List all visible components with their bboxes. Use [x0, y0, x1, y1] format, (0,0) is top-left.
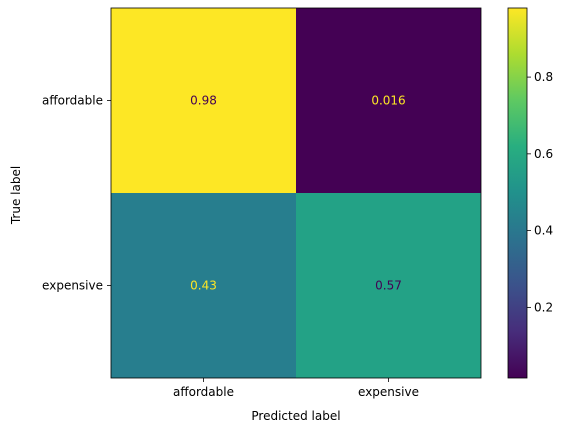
x-axis-title: Predicted label [251, 409, 340, 423]
colorbar-tick-label: 0.4 [534, 224, 553, 238]
y-axis-title: True label [9, 166, 23, 225]
cell-value-label: 0.016 [371, 94, 405, 108]
heatmap-cell-0-0 [111, 8, 296, 193]
colorbar-tick-label: 0.2 [534, 300, 553, 314]
axes: affordable expensive affordable expensive [42, 7, 482, 399]
heatmap-cell-1-0 [111, 193, 296, 378]
y-tick-label: expensive [42, 279, 103, 293]
plot-frame [110, 7, 482, 379]
colorbar-gradient [508, 8, 527, 378]
y-tick-label: affordable [42, 94, 103, 108]
cell-value-label: 0.57 [375, 279, 402, 293]
colorbar-tick-label: 0.6 [534, 147, 553, 161]
colorbar: 0.2 0.4 0.6 0.8 [507, 7, 553, 379]
cell-value-label: 0.43 [190, 279, 217, 293]
heatmap-cell-0-1 [296, 8, 481, 193]
colorbar-tick-label: 0.8 [534, 70, 553, 84]
x-tick-label: expensive [358, 385, 419, 399]
heatmap-cell-1-1 [296, 193, 481, 378]
heatmap: 0.98 0.016 0.43 0.57 [111, 8, 481, 378]
x-tick-label: affordable [173, 385, 234, 399]
cell-value-label: 0.98 [190, 94, 217, 108]
colorbar-frame [507, 7, 528, 379]
